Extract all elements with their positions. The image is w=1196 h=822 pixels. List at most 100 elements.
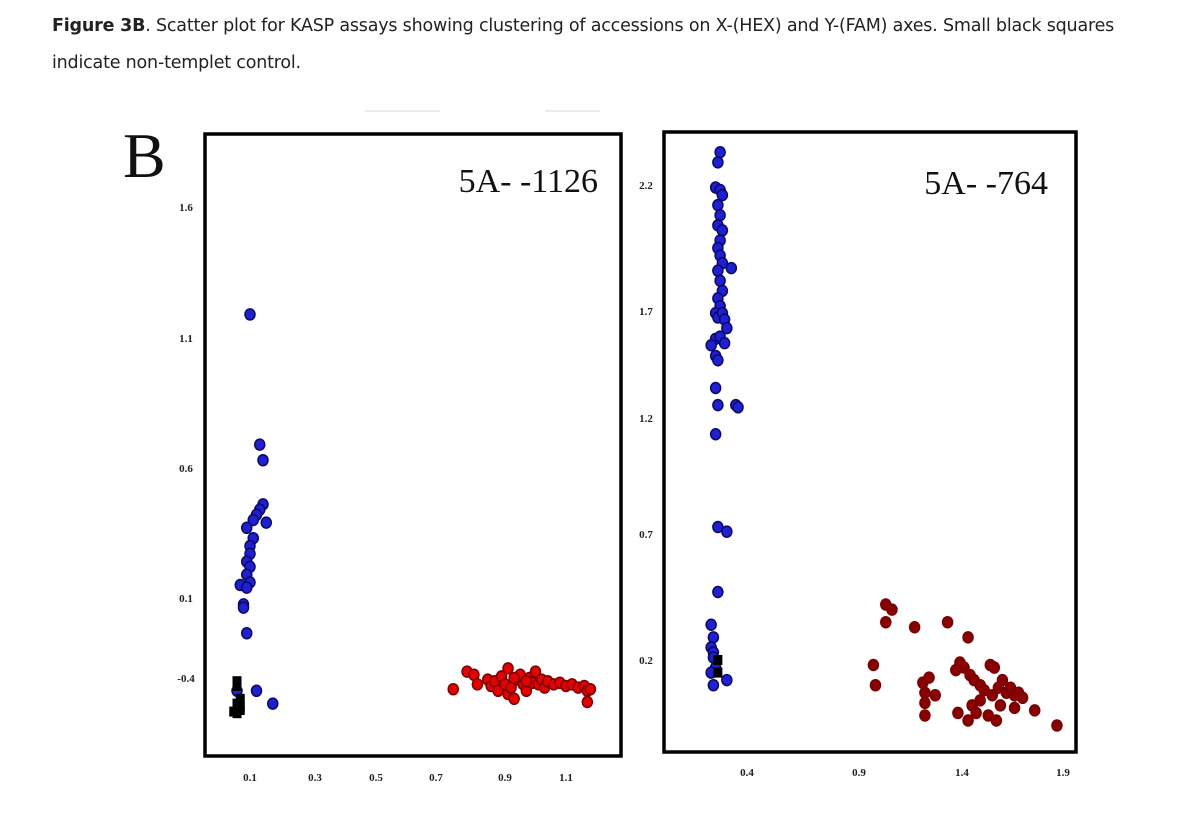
scatter-point [1008, 701, 1021, 715]
scatter-point [581, 695, 594, 709]
scatter-point [705, 338, 717, 352]
scatter-point [721, 321, 733, 335]
series-hex-allele-red- [447, 662, 597, 709]
figure-caption: Figure 3B. Scatter plot for KASP assays … [52, 8, 1162, 82]
scatter-point [709, 381, 722, 395]
scatter-point [247, 513, 259, 527]
scatter-point [929, 689, 941, 702]
scatter-point [707, 631, 720, 644]
scatter-point [867, 658, 880, 672]
ntc-square-point [235, 705, 245, 715]
x-tick-label: 1.1 [559, 772, 573, 784]
x-tick-label: 1.4 [955, 767, 969, 779]
scatter-point [250, 684, 263, 698]
scatter-point [974, 694, 986, 707]
y-tick-label: 0.2 [639, 655, 653, 667]
figure-label: Figure 3B [52, 16, 146, 36]
scatter-point [721, 673, 733, 687]
scatter-point [520, 674, 533, 688]
scatter-point [584, 682, 597, 696]
scatter-point [237, 601, 250, 614]
scatter-point [502, 662, 514, 675]
scatter-point [1016, 691, 1029, 705]
x-tick-label: 0.9 [852, 767, 866, 779]
panel-title: 5A- -764 [924, 165, 1048, 202]
scatter-point [919, 709, 931, 722]
data-points [705, 145, 1063, 732]
scatter-point [732, 401, 744, 414]
x-tick-label: 0.9 [498, 772, 512, 784]
caption-text: . Scatter plot for KASP assays showing c… [52, 16, 1115, 73]
x-tick-label: 0.1 [243, 772, 257, 784]
x-tick-label: 0.4 [740, 767, 754, 779]
scatter-point [714, 145, 726, 159]
scatter-point [712, 264, 724, 277]
scatter-point [869, 678, 882, 692]
scatter-point [908, 620, 921, 634]
scatter-point [718, 336, 731, 350]
scatter-point [257, 453, 269, 467]
scatter-point [707, 678, 720, 692]
series-non-template-control [229, 676, 245, 719]
series-fam-allele-blue- [231, 308, 279, 710]
panel-title: 5A- -1126 [459, 163, 598, 200]
x-tick-label: 0.7 [429, 772, 443, 784]
scatter-point [1028, 704, 1041, 717]
y-tick-label: -0.4 [177, 673, 195, 685]
series-non-template-control [713, 655, 723, 678]
scatter-point [267, 697, 279, 710]
scatter-chart-5a-1126: 5A- -1126 0.1 0.3 0.5 0.7 0.9 1.1 1.6 1.1 0.6 0.1 -… [177, 132, 623, 784]
scatter-point [447, 682, 459, 696]
y-tick-label: 1.7 [639, 306, 653, 318]
scatter-point [712, 156, 724, 169]
scatter-point [716, 224, 729, 237]
plot-frame [662, 130, 1078, 754]
scatter-point [471, 678, 484, 691]
scatter-point [709, 427, 722, 441]
scatter-point [508, 692, 520, 706]
scatter-point [721, 525, 733, 538]
scatter-point [714, 208, 726, 222]
x-tick-label: 0.5 [369, 772, 383, 784]
scatter-point [990, 714, 1003, 727]
scatter-point [712, 520, 724, 534]
series-hex-allele-red- [867, 598, 1063, 732]
scatter-point [254, 438, 266, 451]
ntc-square-point [713, 667, 723, 678]
ntc-square-point [713, 655, 723, 665]
y-tick-label: 1.6 [179, 202, 193, 214]
scatter-point [988, 661, 1001, 674]
scatter-point [712, 398, 724, 412]
scatter-point [970, 706, 982, 720]
scatter-point [529, 665, 542, 678]
scatter-point [886, 603, 898, 616]
scatter-point [241, 521, 253, 535]
scatter-point [923, 671, 935, 684]
scatter-point [714, 274, 726, 288]
series-fam-allele-blue- [705, 145, 744, 692]
x-tick-label: 1.9 [1056, 767, 1070, 779]
scatter-point [716, 188, 729, 202]
scatter-point [919, 696, 931, 710]
y-tick-label: 0.6 [179, 463, 193, 475]
scatter-point [712, 353, 724, 367]
scatter-point [241, 581, 253, 594]
panel-letter: B [123, 120, 166, 191]
ntc-square-point [232, 681, 242, 691]
scatter-point [725, 261, 738, 275]
y-tick-label: 0.1 [179, 593, 193, 605]
scatter-point [712, 198, 724, 212]
scatter-point [260, 516, 272, 529]
scatter-point [880, 615, 892, 629]
scatter-point [952, 706, 964, 720]
scatter-point [994, 699, 1007, 712]
scatter-point [941, 615, 954, 629]
scatter-point [508, 671, 520, 685]
y-tick-label: 0.7 [639, 529, 653, 541]
scatter-point [962, 631, 974, 644]
scatter-point [950, 663, 962, 677]
y-tick-label: 1.1 [179, 333, 193, 345]
x-tick-label: 0.3 [308, 772, 322, 784]
y-tick-label: 1.2 [639, 413, 653, 425]
